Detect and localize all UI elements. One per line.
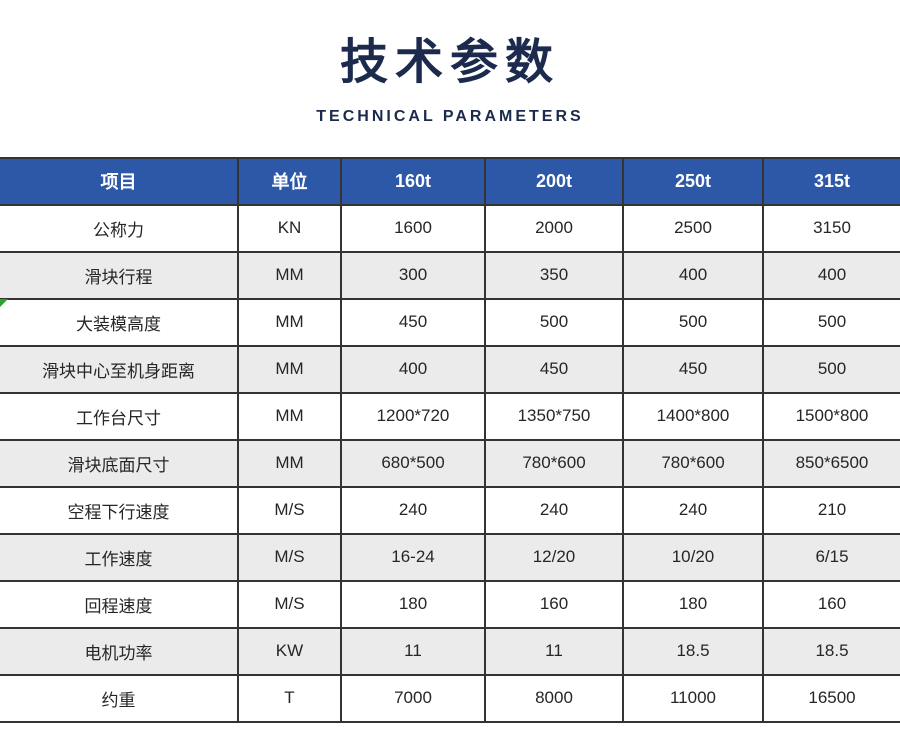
cell-value: 2500 xyxy=(622,203,764,253)
spec-table-body: 公称力 KN 1600 2000 2500 3150 滑块行程 MM 300 350 400 400 大… xyxy=(0,203,900,723)
cell-value: 8000 xyxy=(484,673,624,723)
spec-table: 项目 单位 160t 200t 250t 315t 公称力 KN 1600 2000 2500 31… xyxy=(0,156,900,723)
cell-value: 11 xyxy=(340,626,486,676)
cell-value: T xyxy=(237,673,342,723)
cell-value: 11000 xyxy=(622,673,764,723)
cell-value: 780*600 xyxy=(484,438,624,488)
table-row: 滑块中心至机身距离 MM 400 450 450 500 xyxy=(0,344,900,394)
table-row: 大装模高度 MM 450 500 500 500 xyxy=(0,297,900,347)
cell-value: 180 xyxy=(622,579,764,629)
row-label: 空程下行速度 xyxy=(0,485,239,535)
cell-value: 500 xyxy=(762,344,900,394)
cell-value: 3150 xyxy=(762,203,900,253)
column-header: 200t xyxy=(484,156,624,206)
header-block: 技术参数 TECHNICAL PARAMETERS xyxy=(0,0,900,127)
column-header: 单位 xyxy=(237,156,342,206)
table-row: 电机功率 KW 11 11 18.5 18.5 xyxy=(0,626,900,676)
table-row: 工作台尺寸 MM 1200*720 1350*750 1400*800 1500*800 xyxy=(0,391,900,441)
cell-value: 1200*720 xyxy=(340,391,486,441)
column-header: 160t xyxy=(340,156,486,206)
row-label: 工作台尺寸 xyxy=(0,391,239,441)
cell-value: 160 xyxy=(484,579,624,629)
cell-value: 850*6500 xyxy=(762,438,900,488)
cell-value: 400 xyxy=(340,344,486,394)
cell-value: 7000 xyxy=(340,673,486,723)
cell-value: 16500 xyxy=(762,673,900,723)
cell-value: 350 xyxy=(484,250,624,300)
table-row: 空程下行速度 M/S 240 240 240 210 xyxy=(0,485,900,535)
page-title: 技术参数 xyxy=(339,36,560,89)
cell-value: 240 xyxy=(622,485,764,535)
cell-value: 500 xyxy=(622,297,764,347)
column-header: 315t xyxy=(762,156,900,206)
cell-value: 18.5 xyxy=(622,626,764,676)
cell-value: 1400*800 xyxy=(622,391,764,441)
cell-value: 16-24 xyxy=(340,532,486,582)
cell-value: KN xyxy=(237,203,342,253)
row-label: 大装模高度 xyxy=(0,297,239,347)
cell-value: MM xyxy=(237,297,342,347)
cell-value: 240 xyxy=(484,485,624,535)
row-label: 电机功率 xyxy=(0,626,239,676)
row-label: 公称力 xyxy=(0,203,239,253)
table-header-row: 项目 单位 160t 200t 250t 315t xyxy=(0,156,900,206)
cell-value: 500 xyxy=(484,297,624,347)
table-row: 滑块行程 MM 300 350 400 400 xyxy=(0,250,900,300)
cell-value: 400 xyxy=(762,250,900,300)
row-label: 工作速度 xyxy=(0,532,239,582)
cell-value: KW xyxy=(237,626,342,676)
cell-value: 6/15 xyxy=(762,532,900,582)
column-header: 250t xyxy=(622,156,764,206)
cell-value: 400 xyxy=(622,250,764,300)
table-row: 滑块底面尺寸 MM 680*500 780*600 780*600 850*6500 xyxy=(0,438,900,488)
cell-value: MM xyxy=(237,250,342,300)
row-label: 滑块底面尺寸 xyxy=(0,438,239,488)
cell-value: MM xyxy=(237,438,342,488)
cell-value: 300 xyxy=(340,250,486,300)
cell-value: M/S xyxy=(237,485,342,535)
cell-value: 1600 xyxy=(340,203,486,253)
cell-value: 450 xyxy=(484,344,624,394)
row-label: 约重 xyxy=(0,673,239,723)
cell-value: MM xyxy=(237,344,342,394)
cell-value: 18.5 xyxy=(762,626,900,676)
cell-value: MM xyxy=(237,391,342,441)
column-header: 项目 xyxy=(0,156,239,206)
cell-value: M/S xyxy=(237,579,342,629)
cell-value: 240 xyxy=(340,485,486,535)
cell-value: 160 xyxy=(762,579,900,629)
cell-value: 500 xyxy=(762,297,900,347)
row-label: 滑块中心至机身距离 xyxy=(0,344,239,394)
cell-value: 11 xyxy=(484,626,624,676)
table-row: 公称力 KN 1600 2000 2500 3150 xyxy=(0,203,900,253)
cell-corner-marker-icon xyxy=(0,299,8,307)
table-row: 工作速度 M/S 16-24 12/20 10/20 6/15 xyxy=(0,532,900,582)
row-label: 滑块行程 xyxy=(0,250,239,300)
cell-value: 1350*750 xyxy=(484,391,624,441)
table-row: 约重 T 7000 8000 11000 16500 xyxy=(0,673,900,723)
cell-value: 1500*800 xyxy=(762,391,900,441)
cell-value: M/S xyxy=(237,532,342,582)
cell-value: 10/20 xyxy=(622,532,764,582)
page-subtitle: TECHNICAL PARAMETERS xyxy=(316,107,584,125)
row-label: 回程速度 xyxy=(0,579,239,629)
cell-value: 12/20 xyxy=(484,532,624,582)
cell-value: 210 xyxy=(762,485,900,535)
cell-value: 680*500 xyxy=(340,438,486,488)
cell-value: 450 xyxy=(340,297,486,347)
table-row: 回程速度 M/S 180 160 180 160 xyxy=(0,579,900,629)
cell-value: 180 xyxy=(340,579,486,629)
cell-value: 2000 xyxy=(484,203,624,253)
cell-value: 450 xyxy=(622,344,764,394)
cell-value: 780*600 xyxy=(622,438,764,488)
